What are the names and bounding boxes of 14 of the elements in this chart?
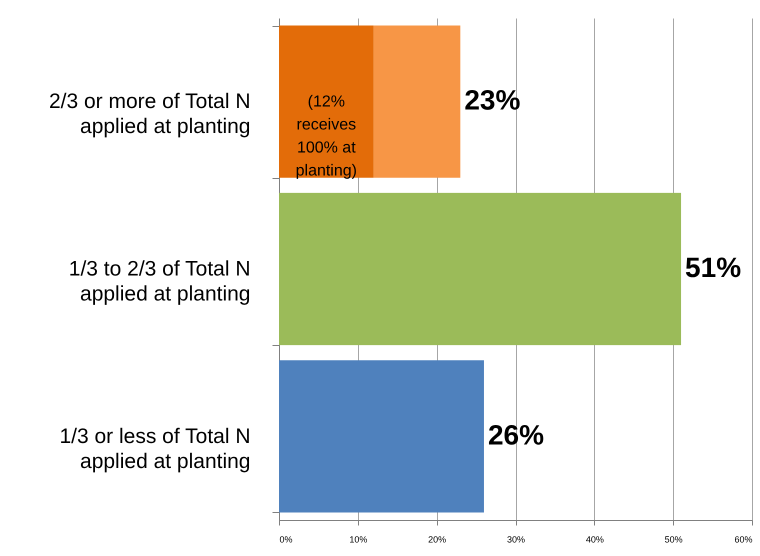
x-tick-label: 0% [280, 534, 293, 544]
x-tick-label: 40% [586, 534, 604, 544]
annotation: (12% receives 100% at planting) [296, 94, 357, 180]
x-tick-label: 60% [734, 534, 752, 544]
y-tick-label: 1/3 or less of Total N applied at planting [59, 424, 250, 473]
total-label: 23% [464, 84, 520, 116]
total-label: 26% [488, 419, 544, 450]
x-tick-label: 50% [664, 534, 683, 544]
y-tick-label: 1/3 to 2/3 of Total N applied at planting [68, 258, 250, 306]
x-tick-label: 10% [349, 534, 368, 544]
total-label: 51% [685, 252, 742, 283]
x-tick-label: 20% [428, 534, 446, 544]
x-tick-label: 30% [506, 534, 526, 544]
y-tick-label: 2/3 or more of Total N applied at planting [48, 90, 250, 138]
